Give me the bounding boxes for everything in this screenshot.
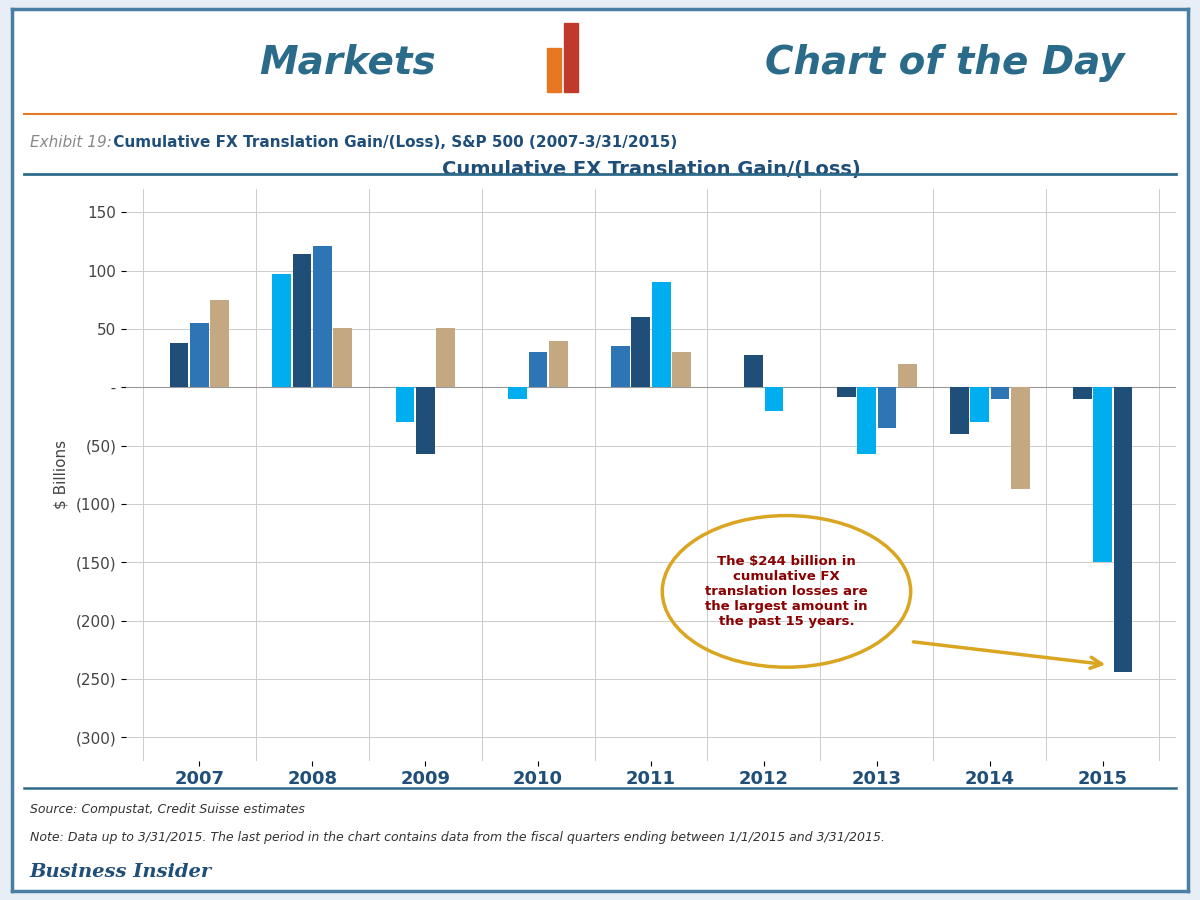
Text: Exhibit 19:: Exhibit 19: bbox=[30, 135, 112, 150]
Bar bbox=[950, 387, 968, 434]
Bar bbox=[436, 328, 455, 387]
Bar bbox=[1114, 387, 1133, 672]
Bar bbox=[631, 318, 650, 387]
Bar bbox=[877, 387, 896, 428]
Bar bbox=[1093, 387, 1112, 562]
Text: Cumulative FX Translation Gain/(Loss), S&P 500 (2007-3/31/2015): Cumulative FX Translation Gain/(Loss), S… bbox=[108, 135, 678, 150]
Title: Cumulative FX Translation Gain/(Loss): Cumulative FX Translation Gain/(Loss) bbox=[442, 160, 860, 179]
Bar bbox=[836, 387, 856, 397]
Bar bbox=[970, 387, 989, 422]
Bar bbox=[509, 387, 527, 399]
Bar bbox=[672, 352, 691, 387]
Bar bbox=[1010, 387, 1030, 489]
Bar bbox=[652, 283, 671, 387]
Bar bbox=[396, 387, 414, 422]
Bar bbox=[416, 387, 434, 454]
Bar bbox=[564, 23, 577, 93]
Y-axis label: $ Billions: $ Billions bbox=[54, 440, 68, 509]
Bar bbox=[210, 300, 229, 387]
Bar bbox=[550, 340, 568, 387]
Bar bbox=[272, 274, 292, 387]
Bar bbox=[764, 387, 784, 410]
Bar bbox=[990, 387, 1009, 399]
Text: Note: Data up to 3/31/2015. The last period in the chart contains data from the : Note: Data up to 3/31/2015. The last per… bbox=[30, 831, 884, 843]
Bar bbox=[313, 247, 331, 387]
Bar bbox=[898, 364, 917, 387]
Bar bbox=[529, 352, 547, 387]
Bar bbox=[334, 328, 352, 387]
Text: Markets: Markets bbox=[259, 43, 436, 82]
Bar bbox=[857, 387, 876, 454]
Bar bbox=[547, 48, 562, 93]
Text: Business Insider: Business Insider bbox=[30, 863, 211, 881]
Bar bbox=[169, 343, 188, 387]
Text: Source: Compustat, Credit Suisse estimates: Source: Compustat, Credit Suisse estimat… bbox=[30, 803, 305, 815]
Bar bbox=[1073, 387, 1092, 399]
Bar bbox=[611, 346, 630, 387]
Bar bbox=[293, 255, 312, 387]
Text: Chart of the Day: Chart of the Day bbox=[764, 43, 1124, 82]
Text: The $244 billion in
cumulative FX
translation losses are
the largest amount in
t: The $244 billion in cumulative FX transl… bbox=[706, 555, 868, 628]
Bar bbox=[744, 355, 763, 387]
Bar bbox=[190, 323, 209, 387]
